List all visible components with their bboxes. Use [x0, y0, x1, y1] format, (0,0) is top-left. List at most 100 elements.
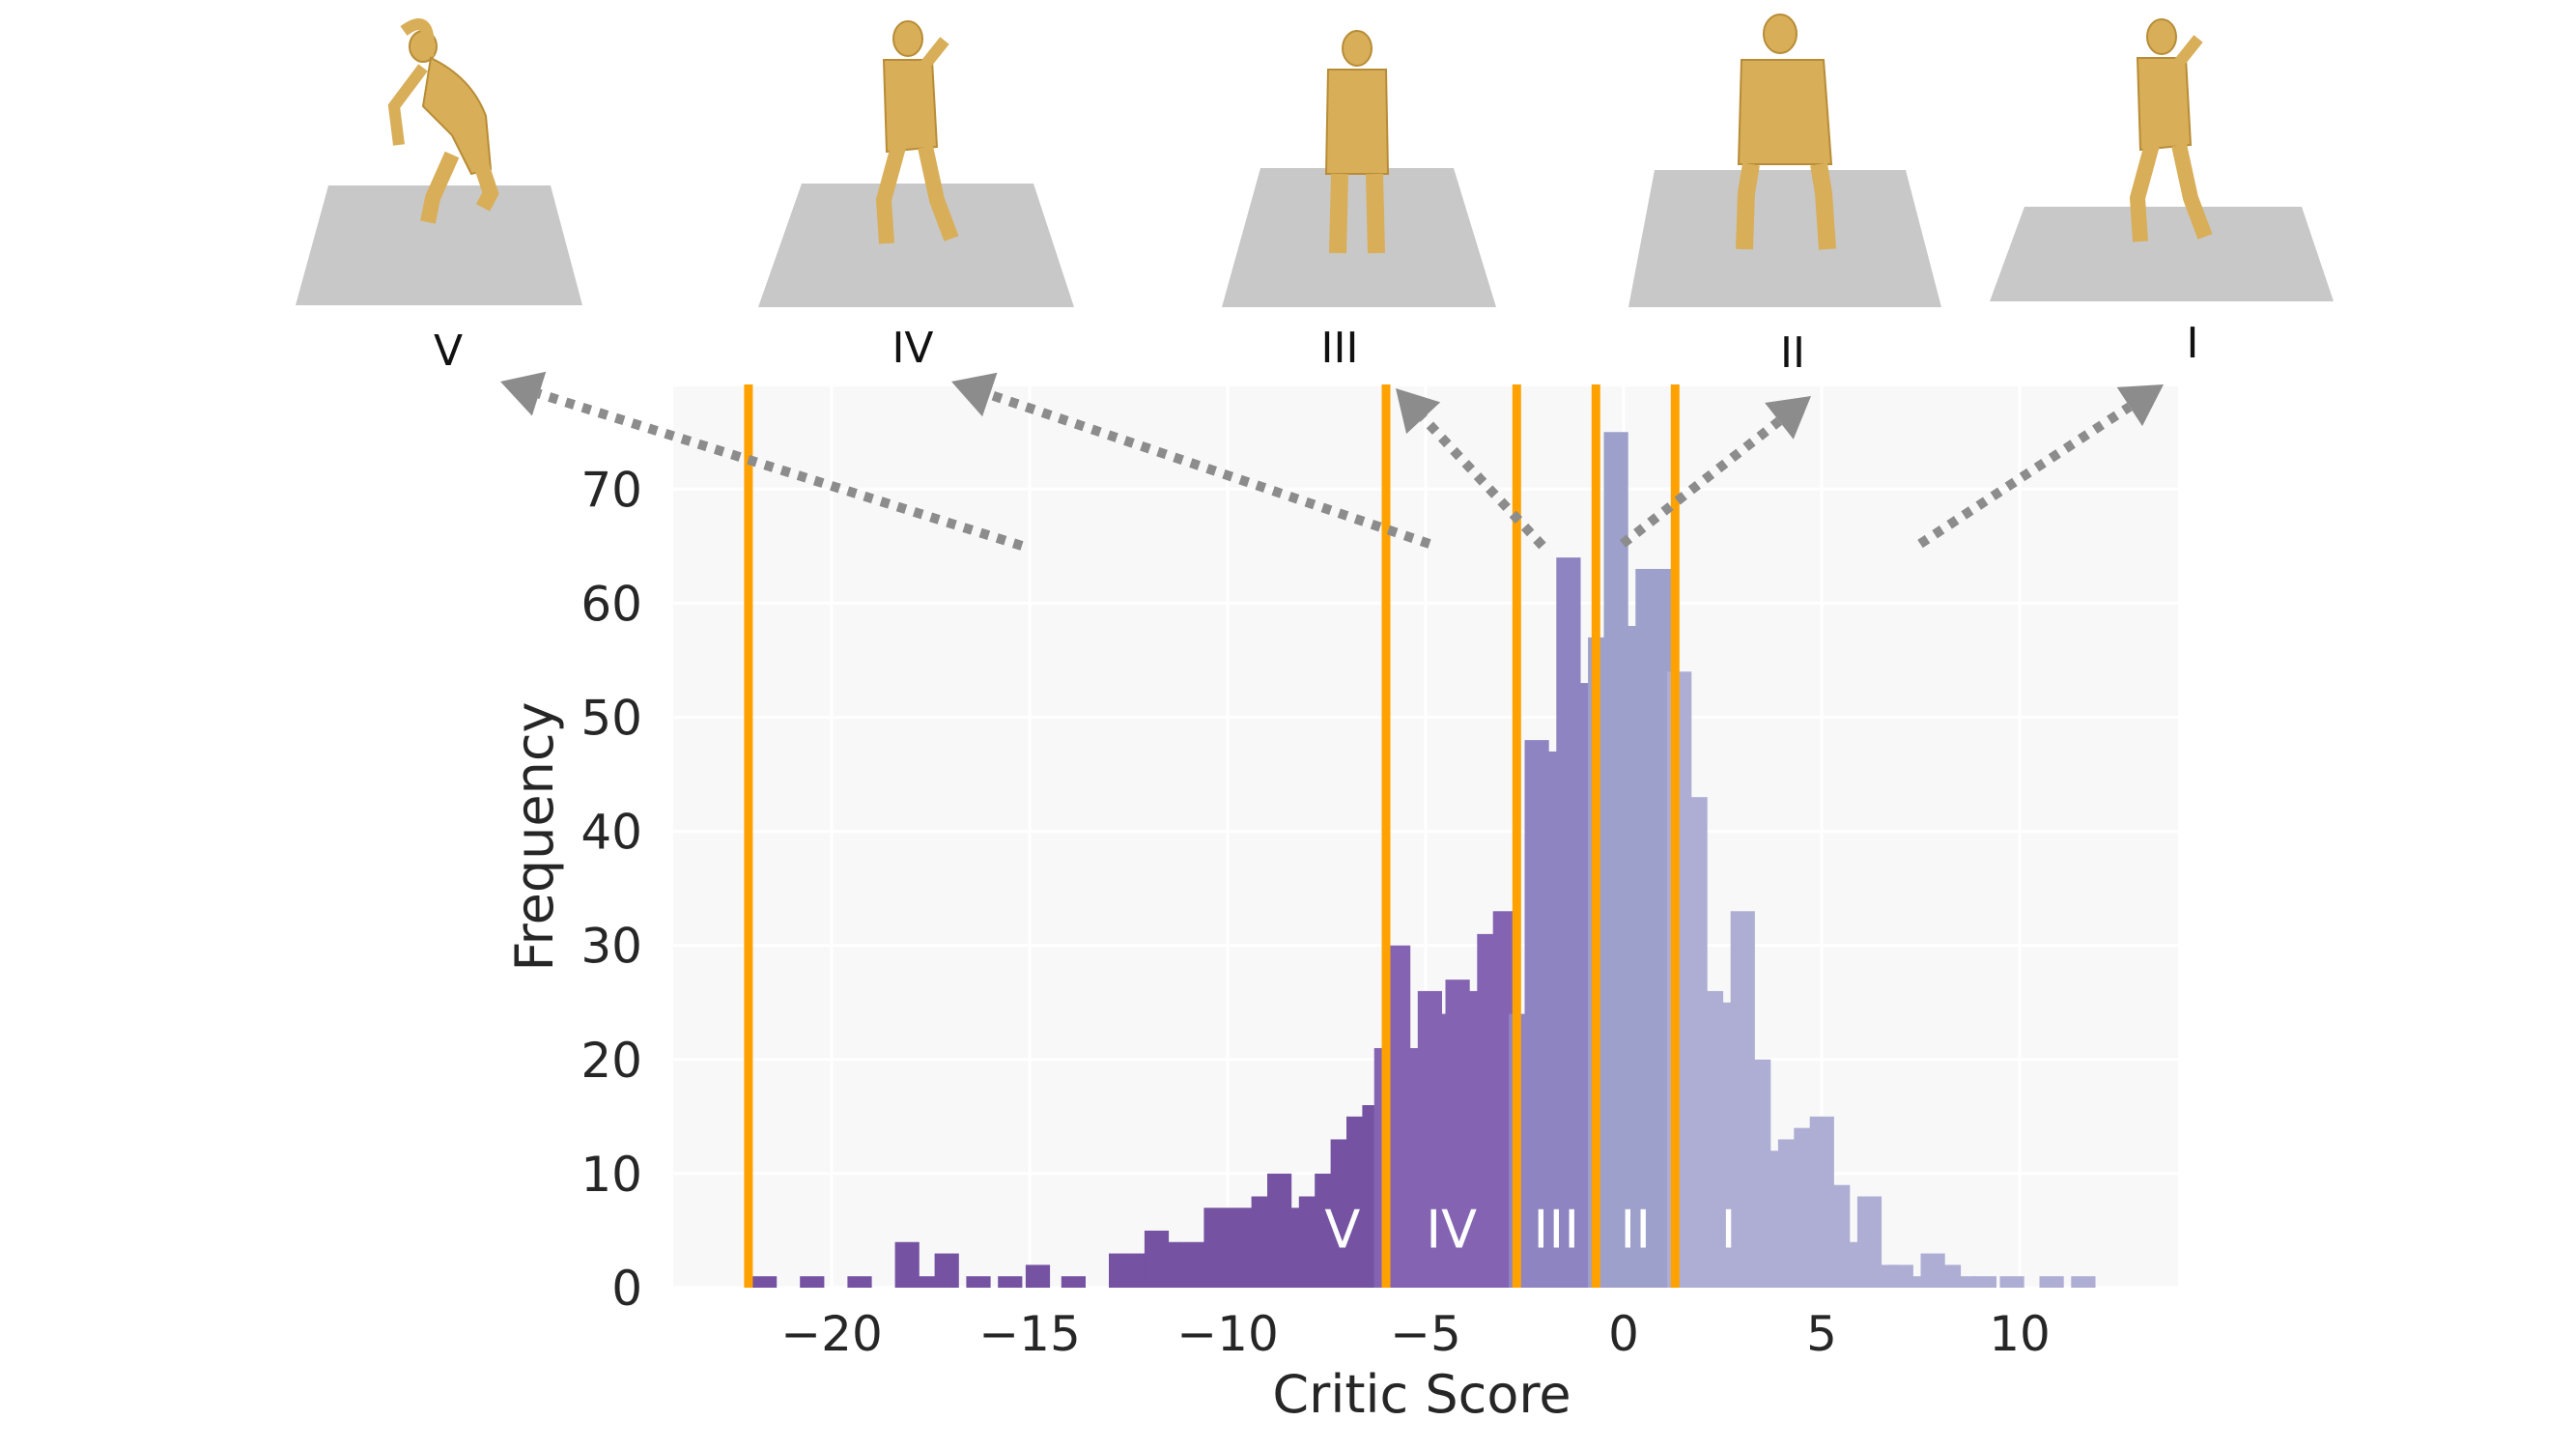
- y-tick-label: 30: [580, 919, 642, 975]
- arrow-head: [2116, 384, 2164, 427]
- figure-leg: [918, 145, 959, 242]
- arrow-shaft: [1419, 414, 1546, 550]
- histogram-bar: [1228, 1208, 1253, 1288]
- region-boundary-lines: [744, 384, 1680, 1288]
- x-tick-label: −10: [1176, 1306, 1279, 1362]
- histogram-bar: [1025, 1264, 1051, 1288]
- figure-torso: [882, 59, 939, 154]
- pose-thumbnail: IV: [758, 20, 1074, 373]
- figure-torso: [1324, 69, 1390, 175]
- histogram-bar: [2071, 1276, 2096, 1288]
- human-figure: [2129, 18, 2213, 242]
- arrow-shaft: [537, 388, 1024, 551]
- histogram-bar: [1999, 1276, 2024, 1288]
- floor-plane: [1628, 170, 1941, 307]
- x-axis-label: Critic Score: [1272, 1364, 1571, 1425]
- region-label: I: [1721, 1200, 1737, 1261]
- figure-leg: [2171, 143, 2213, 240]
- y-tick-label: 70: [580, 462, 642, 518]
- region-label: II: [1620, 1200, 1651, 1261]
- y-tick-label: 60: [580, 576, 642, 632]
- region-label: III: [1533, 1200, 1579, 1261]
- x-tick-labels: −20 −15 −10 −5 0 5 10: [780, 1306, 2051, 1362]
- figure-leg: [1810, 162, 1836, 250]
- region-labels: V IV III II I: [1324, 1200, 1736, 1261]
- human-figure: [875, 20, 959, 244]
- histogram-bar: [1905, 1276, 1930, 1288]
- figure-leg: [875, 144, 906, 244]
- y-tick-label: 40: [580, 805, 642, 861]
- histogram-bar: [752, 1276, 778, 1288]
- pose-label: II: [1780, 328, 1805, 378]
- floor-plane: [296, 185, 582, 305]
- pose-label: IV: [892, 324, 933, 373]
- y-tick-label: 20: [580, 1033, 642, 1089]
- y-tick-label: 10: [580, 1147, 642, 1203]
- histogram-bar: [1156, 1241, 1181, 1288]
- x-tick-label: −15: [978, 1306, 1081, 1362]
- x-tick-label: −5: [1390, 1306, 1461, 1362]
- arrow-shaft: [988, 389, 1431, 549]
- pose-thumbnails: V IV III II I: [296, 14, 2334, 378]
- floor-plane: [758, 184, 1074, 307]
- histogram-bar: [1179, 1241, 1204, 1288]
- figure-torso: [421, 56, 493, 176]
- figure-leg: [1366, 173, 1385, 254]
- figure-leg: [1736, 162, 1760, 250]
- histogram-bar: [911, 1276, 936, 1288]
- histogram-bar: [966, 1276, 991, 1288]
- pose-thumbnail: I: [1990, 18, 2334, 368]
- figure-head: [2146, 18, 2177, 55]
- y-tick-labels: 0 10 20 30 40 50 60 70: [580, 462, 642, 1317]
- histogram-bar: [1952, 1276, 1977, 1288]
- human-figure: [1324, 30, 1390, 254]
- figure-arm: [920, 37, 949, 69]
- histogram-bar: [1109, 1253, 1134, 1288]
- figure-head: [1342, 30, 1373, 67]
- figure-arm: [2174, 35, 2203, 67]
- arrow-head: [951, 372, 998, 417]
- figure-leg: [420, 151, 460, 224]
- region-label: IV: [1426, 1200, 1477, 1261]
- figure-leg: [2129, 142, 2160, 242]
- arrow-head: [1396, 388, 1441, 435]
- histogram-bar: [934, 1253, 959, 1288]
- histogram-bar: [1971, 1276, 1996, 1288]
- y-tick-label: 0: [611, 1261, 642, 1317]
- arrow-shaft: [1917, 402, 2133, 549]
- pose-thumbnail: II: [1628, 14, 1941, 378]
- pose-label: V: [434, 327, 463, 376]
- arrow-head: [1765, 396, 1811, 440]
- y-tick-label: 50: [580, 690, 642, 746]
- arrow-head: [500, 371, 547, 416]
- figure-arm: [400, 18, 435, 57]
- histogram-bar: [800, 1276, 825, 1288]
- figure-leg: [1329, 173, 1348, 254]
- figure-head: [1763, 14, 1798, 54]
- human-figure: [1736, 14, 1836, 250]
- pose-arrows: [500, 371, 2164, 551]
- human-figure: [387, 18, 499, 224]
- x-tick-label: −20: [780, 1306, 883, 1362]
- histogram-bar: [847, 1276, 872, 1288]
- figure-torso: [2136, 57, 2193, 152]
- pose-thumbnail: III: [1222, 30, 1496, 373]
- figure-head: [892, 20, 923, 57]
- histogram-bar: [998, 1276, 1023, 1288]
- x-tick-label: 5: [1806, 1306, 1837, 1362]
- floor-plane: [1222, 168, 1496, 307]
- floor-plane: [1990, 207, 2334, 301]
- histogram-bar: [1061, 1276, 1086, 1288]
- pose-thumbnail: V: [296, 18, 582, 376]
- x-tick-label: 0: [1608, 1306, 1639, 1362]
- figure-torso: [1737, 59, 1833, 165]
- figure-arm: [387, 64, 428, 146]
- histogram-bar: [1203, 1208, 1229, 1288]
- x-tick-label: 10: [1989, 1306, 2051, 1362]
- histogram-bar: [2039, 1276, 2064, 1288]
- region-label: V: [1324, 1200, 1360, 1261]
- pose-label: III: [1321, 324, 1359, 373]
- figure-leg: [473, 161, 499, 212]
- y-axis-label: Frequency: [504, 702, 565, 972]
